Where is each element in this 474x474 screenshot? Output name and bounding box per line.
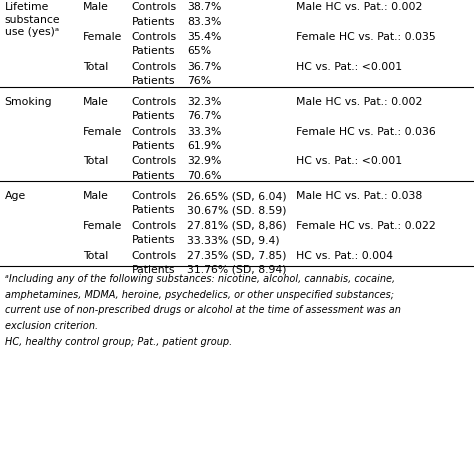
Text: Male: Male bbox=[83, 191, 109, 201]
Text: Patients: Patients bbox=[132, 17, 175, 27]
Text: 33.3%: 33.3% bbox=[187, 127, 222, 137]
Text: Controls: Controls bbox=[132, 62, 177, 72]
Text: 32.3%: 32.3% bbox=[187, 97, 222, 107]
Text: Controls: Controls bbox=[132, 191, 177, 201]
Text: Total: Total bbox=[83, 156, 108, 166]
Text: Controls: Controls bbox=[132, 32, 177, 42]
Text: 76%: 76% bbox=[187, 76, 211, 86]
Text: 38.7%: 38.7% bbox=[187, 2, 222, 12]
Text: Patients: Patients bbox=[132, 171, 175, 181]
Text: Male: Male bbox=[83, 97, 109, 107]
Text: 30.67% (SD. 8.59): 30.67% (SD. 8.59) bbox=[187, 205, 287, 215]
Text: 26.65% (SD, 6.04): 26.65% (SD, 6.04) bbox=[187, 191, 287, 201]
Text: Patients: Patients bbox=[132, 205, 175, 215]
Text: Controls: Controls bbox=[132, 2, 177, 12]
Text: Female: Female bbox=[83, 127, 122, 137]
Text: 36.7%: 36.7% bbox=[187, 62, 222, 72]
Text: HC, healthy control group; Pat., patient group.: HC, healthy control group; Pat., patient… bbox=[5, 337, 232, 347]
Text: Male: Male bbox=[83, 2, 109, 12]
Text: 35.4%: 35.4% bbox=[187, 32, 222, 42]
Text: Patients: Patients bbox=[132, 111, 175, 121]
Text: Smoking: Smoking bbox=[5, 97, 52, 107]
Text: Male HC vs. Pat.: 0.002: Male HC vs. Pat.: 0.002 bbox=[296, 97, 423, 107]
Text: Patients: Patients bbox=[132, 141, 175, 151]
Text: 32.9%: 32.9% bbox=[187, 156, 222, 166]
Text: Female: Female bbox=[83, 32, 122, 42]
Text: Controls: Controls bbox=[132, 127, 177, 137]
Text: ᵃIncluding any of the following substances: nicotine, alcohol, cannabis, cocaine: ᵃIncluding any of the following substanc… bbox=[5, 274, 395, 284]
Text: Controls: Controls bbox=[132, 156, 177, 166]
Text: Age: Age bbox=[5, 191, 26, 201]
Text: amphetamines, MDMA, heroine, psychedelics, or other unspecified substances;: amphetamines, MDMA, heroine, psychedelic… bbox=[5, 290, 394, 300]
Text: 61.9%: 61.9% bbox=[187, 141, 222, 151]
Text: 65%: 65% bbox=[187, 46, 211, 56]
Text: Patients: Patients bbox=[132, 265, 175, 275]
Text: Male HC vs. Pat.: 0.002: Male HC vs. Pat.: 0.002 bbox=[296, 2, 423, 12]
Text: 70.6%: 70.6% bbox=[187, 171, 222, 181]
Text: Patients: Patients bbox=[132, 76, 175, 86]
Text: Total: Total bbox=[83, 251, 108, 261]
Text: HC vs. Pat.: 0.004: HC vs. Pat.: 0.004 bbox=[296, 251, 393, 261]
Text: Controls: Controls bbox=[132, 221, 177, 231]
Text: Controls: Controls bbox=[132, 251, 177, 261]
Text: exclusion criterion.: exclusion criterion. bbox=[5, 321, 98, 331]
Text: Female: Female bbox=[83, 221, 122, 231]
Text: Male HC vs. Pat.: 0.038: Male HC vs. Pat.: 0.038 bbox=[296, 191, 422, 201]
Text: Patients: Patients bbox=[132, 235, 175, 245]
Text: 27.81% (SD, 8,86): 27.81% (SD, 8,86) bbox=[187, 221, 287, 231]
Text: 83.3%: 83.3% bbox=[187, 17, 222, 27]
Text: Lifetime
substance
use (yes)ᵃ: Lifetime substance use (yes)ᵃ bbox=[5, 2, 60, 37]
Text: 76.7%: 76.7% bbox=[187, 111, 222, 121]
Text: Female HC vs. Pat.: 0.035: Female HC vs. Pat.: 0.035 bbox=[296, 32, 436, 42]
Text: Total: Total bbox=[83, 62, 108, 72]
Text: 33.33% (SD, 9.4): 33.33% (SD, 9.4) bbox=[187, 235, 280, 245]
Text: current use of non-prescribed drugs or alcohol at the time of assessment was an: current use of non-prescribed drugs or a… bbox=[5, 306, 401, 316]
Text: HC vs. Pat.: <0.001: HC vs. Pat.: <0.001 bbox=[296, 156, 402, 166]
Text: HC vs. Pat.: <0.001: HC vs. Pat.: <0.001 bbox=[296, 62, 402, 72]
Text: 31.76% (SD, 8.94): 31.76% (SD, 8.94) bbox=[187, 265, 287, 275]
Text: Patients: Patients bbox=[132, 46, 175, 56]
Text: Female HC vs. Pat.: 0.036: Female HC vs. Pat.: 0.036 bbox=[296, 127, 436, 137]
Text: 27.35% (SD, 7.85): 27.35% (SD, 7.85) bbox=[187, 251, 287, 261]
Text: Female HC vs. Pat.: 0.022: Female HC vs. Pat.: 0.022 bbox=[296, 221, 436, 231]
Text: Controls: Controls bbox=[132, 97, 177, 107]
